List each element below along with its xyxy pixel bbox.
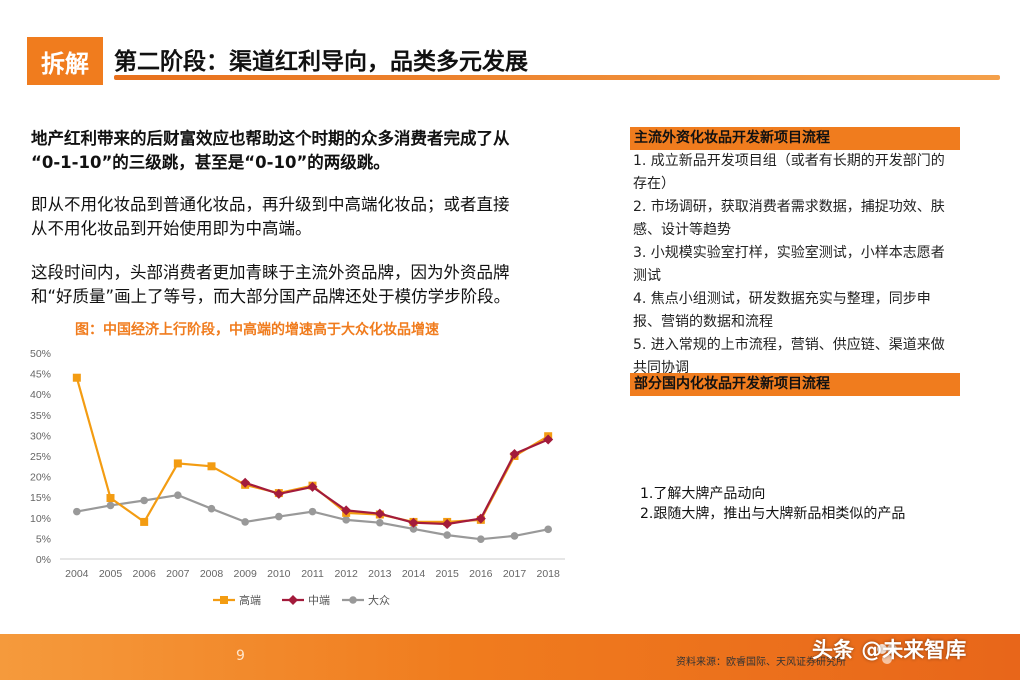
legend-label: 中端 xyxy=(308,594,330,607)
data-point xyxy=(275,512,283,521)
step-item: 3. 小规模实验室打样，实验室测试，小样本志愿者测试 xyxy=(633,245,945,284)
data-point xyxy=(140,517,149,526)
data-point xyxy=(442,518,453,529)
data-point xyxy=(477,535,485,544)
domestic-process-notes: 1.了解大牌产品动向 2.跟随大牌，推出与大牌新品相类似的产品 xyxy=(640,484,905,524)
y-tick-label: 45% xyxy=(30,369,51,381)
data-point xyxy=(374,508,385,519)
data-point xyxy=(174,491,182,499)
data-point xyxy=(73,507,81,516)
paragraph-3-line-2: 和“好质量”画上了等号，而大部分国产品牌还处于模仿学步阶段。 xyxy=(31,287,511,306)
paragraph-3: 这段时间内，头部消费者更加青睐于主流外资品牌，因为外资品牌 和“好质量”画上了等… xyxy=(31,261,591,309)
watermark: 头条 @未来智库 xyxy=(812,638,967,662)
data-point xyxy=(106,501,115,510)
y-tick-label: 30% xyxy=(30,430,51,442)
step-item: 5. 进入常规的上市流程，营销、供应链、渠道来做共同协调 xyxy=(633,337,945,376)
note-item: 2.跟随大牌，推出与大牌新品相类似的产品 xyxy=(640,506,906,522)
data-point xyxy=(510,532,519,540)
page-title: 第二阶段：渠道红利导向，品类多元发展 xyxy=(114,49,528,75)
data-point xyxy=(342,516,350,524)
x-tick-label: 2013 xyxy=(368,568,392,580)
y-tick-label: 5% xyxy=(36,533,51,545)
source-note: 资料来源：欧睿国际、天风证券研究所 xyxy=(676,657,846,668)
x-tick-label: 2017 xyxy=(503,568,527,580)
data-point xyxy=(308,507,317,516)
x-tick-label: 2012 xyxy=(334,568,358,580)
domestic-process-header: 部分国内化妆品开发新项目流程 xyxy=(630,373,960,396)
paragraph-1-line-2: “0-1-10”的三级跳，甚至是“0-10”的两级跳。 xyxy=(31,153,390,172)
x-tick-label: 2004 xyxy=(65,568,89,580)
x-tick-label: 2016 xyxy=(469,568,493,580)
x-tick-label: 2014 xyxy=(402,568,426,580)
tf-securities-logo xyxy=(877,644,897,664)
x-tick-label: 2006 xyxy=(132,568,156,580)
step-item: 2. 市场调研，获取消费者需求数据，捕捉功效、肤感、设计等趋势 xyxy=(633,199,945,238)
data-point xyxy=(443,531,451,539)
y-tick-label: 10% xyxy=(30,513,51,525)
data-point xyxy=(307,481,318,492)
paragraph-2-line-1: 即从不用化妆品到普通化妆品，再升级到中高端化妆品；或者直接 xyxy=(31,195,510,214)
data-point xyxy=(240,477,251,488)
y-tick-label: 40% xyxy=(30,389,51,401)
x-tick-label: 2018 xyxy=(536,568,560,580)
section-tag: 拆解 xyxy=(27,37,103,85)
note-item: 1.了解大牌产品动向 xyxy=(640,486,766,502)
x-tick-label: 2010 xyxy=(267,568,291,580)
data-point xyxy=(207,504,216,513)
y-tick-label: 50% xyxy=(30,348,51,360)
data-point xyxy=(475,513,486,524)
data-point xyxy=(273,488,284,499)
step-item: 4. 焦点小组测试，研发数据充实与整理，同步申报、营销的数据和流程 xyxy=(633,291,931,330)
y-tick-label: 25% xyxy=(30,451,51,463)
data-point xyxy=(72,373,81,382)
legend-marker xyxy=(220,596,228,604)
data-point xyxy=(544,525,552,534)
paragraph-3-line-1: 这段时间内，头部消费者更加青睐于主流外资品牌，因为外资品牌 xyxy=(31,263,510,282)
data-point xyxy=(543,434,554,445)
legend-marker xyxy=(349,596,357,604)
foreign-process-header: 主流外资化妆品开发新项目流程 xyxy=(630,127,960,150)
data-point xyxy=(173,459,182,468)
page-number: 9 xyxy=(236,648,245,664)
paragraph-1-line-1: 地产红利带来的后财富效应也帮助这个时期的众多消费者完成了从 xyxy=(31,129,510,148)
series-line-中端 xyxy=(244,438,549,526)
x-tick-label: 2009 xyxy=(233,568,257,580)
data-point xyxy=(376,518,384,527)
y-tick-label: 0% xyxy=(36,554,51,566)
data-point xyxy=(408,517,419,528)
data-point xyxy=(140,496,148,505)
data-point xyxy=(106,494,115,503)
chart-title: 图：中国经济上行阶段，中高端的增速高于大众化妆品增速 xyxy=(75,322,439,338)
legend-marker xyxy=(288,595,298,605)
x-tick-label: 2011 xyxy=(301,568,324,580)
y-tick-label: 15% xyxy=(30,492,51,504)
data-point xyxy=(207,462,216,471)
x-tick-label: 2005 xyxy=(99,568,123,580)
x-tick-label: 2015 xyxy=(435,568,459,580)
paragraph-2: 即从不用化妆品到普通化妆品，再升级到中高端化妆品；或者直接 从不用化妆品到开始使… xyxy=(31,193,591,241)
foreign-process-steps: 1. 成立新品开发项目组（或者有长期的开发部门的存在） 2. 市场调研，获取消费… xyxy=(633,150,958,380)
footer-bar xyxy=(0,634,1020,680)
data-point xyxy=(241,518,249,526)
legend-label: 大众 xyxy=(368,593,390,607)
y-tick-label: 35% xyxy=(30,410,51,422)
title-divider xyxy=(114,75,1000,80)
growth-line-chart: 0% 5% 10% 15% 20% 25% 30% 35% 40% 45% 50% 2004 2005 2… xyxy=(30,348,565,607)
x-tick-label: 2007 xyxy=(166,568,190,580)
paragraph-1: 地产红利带来的后财富效应也帮助这个时期的众多消费者完成了从 “0-1-10”的三… xyxy=(31,127,591,175)
x-tick-label: 2008 xyxy=(200,568,224,580)
data-point xyxy=(409,525,418,533)
y-tick-label: 20% xyxy=(30,472,51,484)
legend-label: 高端 xyxy=(239,593,261,607)
data-point xyxy=(509,448,520,459)
paragraph-2-line-2: 从不用化妆品到开始使用即为中高端。 xyxy=(31,219,312,238)
step-item: 1. 成立新品开发项目组（或者有长期的开发部门的存在） xyxy=(633,153,945,192)
data-point xyxy=(341,505,352,516)
